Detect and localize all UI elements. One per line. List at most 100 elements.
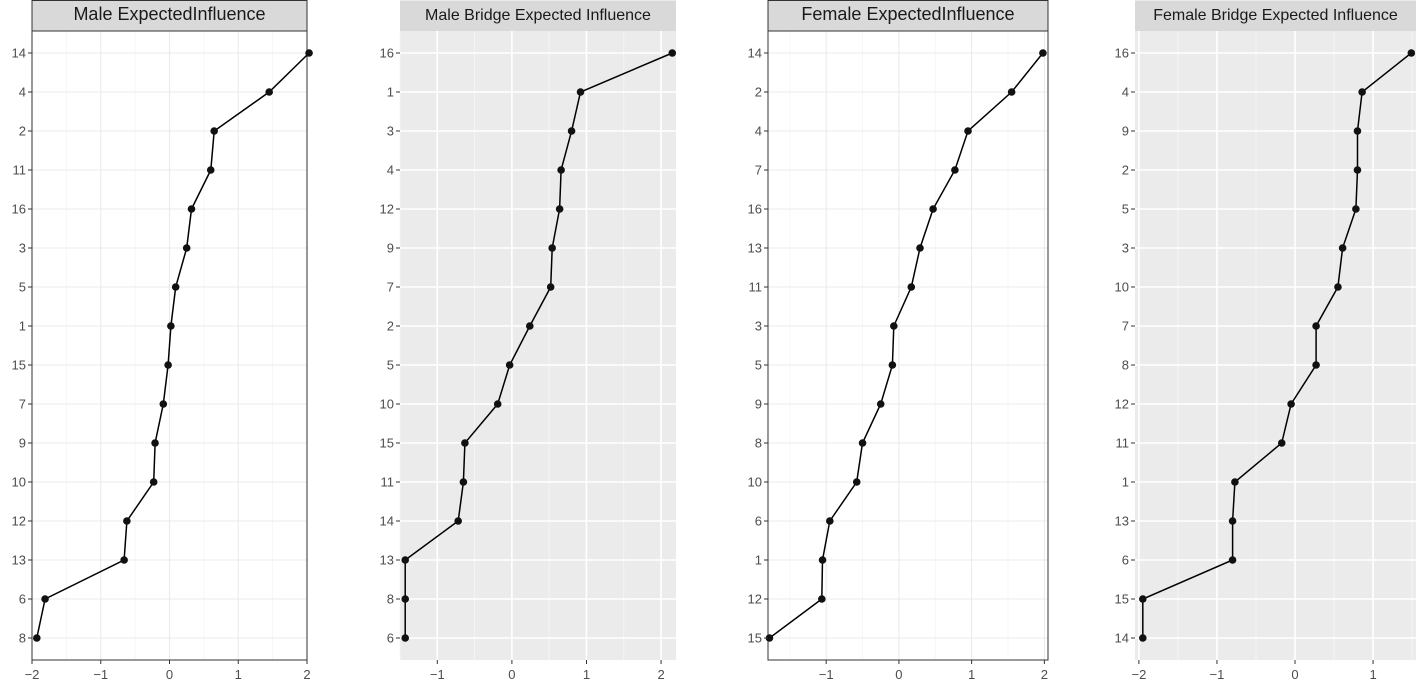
data-point-node-5 (505, 361, 514, 369)
y-tick-label: 2 (387, 319, 394, 334)
data-point-node-11 (907, 283, 916, 291)
data-point-node-4 (557, 166, 565, 174)
y-tick-label: 10 (748, 475, 762, 490)
data-point-node-6 (1228, 556, 1237, 564)
data-point-node-16 (929, 205, 937, 213)
y-tick-label: 16 (12, 202, 26, 217)
data-point-node-12 (1287, 400, 1295, 408)
y-tick-label: 10 (12, 475, 26, 490)
y-tick-label: 9 (755, 397, 762, 412)
y-tick-label: 15 (380, 436, 394, 451)
y-tick-label: 15 (1115, 592, 1129, 607)
panel-background (400, 31, 676, 660)
x-tick-label: 2 (303, 667, 310, 682)
y-tick-label: 15 (12, 358, 26, 373)
y-tick-label: 1 (387, 85, 394, 100)
strip-background (400, 0, 676, 31)
y-tick-label: 7 (755, 163, 762, 178)
y-tick-label: 3 (755, 319, 762, 334)
y-tick-label: 8 (19, 631, 26, 646)
data-point-node-8 (1312, 361, 1320, 369)
x-tick-label: 0 (895, 667, 902, 682)
data-point-node-11 (1277, 439, 1286, 447)
panel-background (768, 31, 1048, 660)
panel-title: Male ExpectedInfluence (73, 4, 265, 24)
data-point-node-6 (826, 517, 834, 525)
data-point-node-7 (951, 166, 959, 174)
data-point-node-15 (765, 634, 774, 642)
y-tick-label: 5 (1122, 202, 1129, 217)
y-tick-label: 6 (1122, 553, 1129, 568)
x-tick-label: −1 (819, 667, 834, 682)
data-point-node-4 (964, 127, 972, 135)
data-point-node-15 (164, 361, 172, 369)
x-tick-label: −2 (25, 667, 40, 682)
data-point-node-11 (459, 478, 468, 486)
x-tick-label: 2 (1041, 667, 1048, 682)
data-point-node-9 (876, 400, 885, 408)
x-tick-label: 1 (1369, 667, 1376, 682)
y-tick-label: 15 (748, 631, 762, 646)
y-tick-label: 9 (19, 436, 26, 451)
data-point-node-1 (1231, 478, 1239, 486)
y-tick-label: 4 (19, 85, 26, 100)
panel-3: Female ExpectedInfluence1424716131135981… (748, 0, 1049, 682)
panel-title: Female Bridge Expected Influence (1153, 7, 1398, 24)
y-tick-label: 12 (748, 592, 762, 607)
y-tick-label: 14 (748, 46, 762, 61)
y-tick-label: 13 (380, 553, 394, 568)
y-tick-label: 11 (381, 475, 395, 490)
data-point-node-8 (401, 595, 410, 603)
series-line (1142, 52, 1412, 638)
panel-background (1135, 31, 1416, 660)
y-tick-label: 8 (755, 436, 762, 451)
data-point-node-15 (461, 439, 469, 447)
y-tick-label: 13 (12, 553, 26, 568)
data-point-node-9 (548, 244, 556, 252)
y-tick-label: 8 (387, 592, 394, 607)
y-tick-label: 3 (19, 241, 26, 256)
y-tick-label: 16 (380, 46, 394, 61)
x-tick-label: 0 (166, 667, 173, 682)
y-tick-label: 11 (749, 280, 763, 295)
y-tick-label: 2 (19, 124, 26, 139)
data-point-node-10 (1334, 283, 1342, 291)
y-tick-label: 13 (1115, 514, 1129, 529)
data-point-node-1 (576, 88, 585, 96)
y-tick-label: 12 (380, 202, 394, 217)
y-tick-label: 6 (387, 631, 394, 646)
y-tick-label: 10 (1115, 280, 1129, 295)
x-tick-label: −2 (1131, 667, 1146, 682)
data-point-node-10 (852, 478, 861, 486)
x-tick-label: −1 (93, 667, 108, 682)
data-point-node-12 (555, 205, 564, 213)
y-tick-label: 6 (755, 514, 762, 529)
strip-background (31, 0, 308, 32)
y-tick-label: 11 (13, 163, 27, 178)
y-tick-label: 1 (755, 553, 762, 568)
data-point-node-1 (818, 556, 827, 564)
data-point-node-1 (167, 322, 175, 330)
y-tick-label: 1 (19, 319, 26, 334)
data-point-node-9 (1353, 127, 1362, 135)
data-point-node-6 (401, 634, 410, 642)
y-tick-label: 14 (380, 514, 394, 529)
data-point-node-12 (818, 595, 826, 603)
panel-4: Female Bridge Expected Influence16492531… (1115, 0, 1416, 682)
data-point-node-5 (888, 361, 897, 369)
panel-title: Male Bridge Expected Influence (425, 7, 651, 24)
x-tick-label: 0 (508, 667, 515, 682)
x-tick-label: −1 (1210, 667, 1225, 682)
x-tick-label: 1 (235, 667, 242, 682)
data-point-node-15 (1139, 595, 1147, 603)
data-point-node-2 (210, 127, 218, 135)
x-tick-label: 1 (968, 667, 975, 682)
data-point-node-16 (187, 205, 196, 213)
data-point-node-6 (41, 595, 49, 603)
data-point-node-7 (1312, 322, 1320, 330)
y-tick-label: 9 (1122, 124, 1129, 139)
y-tick-label: 16 (1115, 46, 1129, 61)
strip-background (1135, 0, 1416, 31)
y-tick-label: 4 (387, 163, 394, 178)
